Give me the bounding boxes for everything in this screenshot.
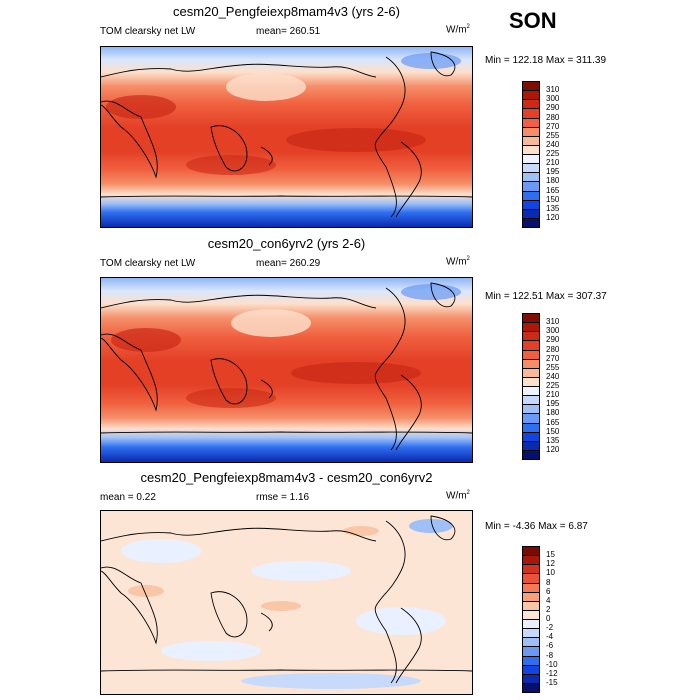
colorbar-1-tick-label: 150: [546, 194, 560, 204]
colorbar-2-tick-label: 150: [546, 426, 560, 436]
colorbar-1-tick-label: 310: [546, 85, 560, 95]
colorbar-1-tick-label: 180: [546, 176, 560, 186]
panel-2-cool-greenland: [401, 284, 461, 300]
panel-3-coastlines: [101, 515, 472, 684]
panel-1-warm-region-south: [186, 155, 276, 175]
colorbar-2-tick-label: 280: [546, 344, 560, 354]
colorbar-3-tick-label: 15: [546, 550, 555, 560]
panel-2-warm-region-south: [186, 388, 276, 408]
colorbar-2-tick-label: 240: [546, 371, 560, 381]
panel-3-pos-1: [128, 585, 164, 597]
panel-1-field-label: TOM clearsky net LW: [100, 26, 196, 37]
panel-1-warm-pool: [286, 128, 426, 152]
panel-2-colorbar: 310 300 290 280 270 255 240 225 210 195 180 165 150 1…: [522, 313, 582, 460]
panel-3-map-svg: [101, 511, 472, 694]
colorbar-1-tick-label: 300: [546, 94, 560, 104]
colorbar-2-tick-label: 225: [546, 381, 560, 390]
colorbar-3-tick-label: 2: [546, 604, 551, 614]
colorbar-3-tick-label: -6: [546, 641, 554, 651]
colorbar-3-tick-label: -12: [546, 668, 558, 678]
panel-1-minmax: Min = 122.18 Max = 311.39: [485, 55, 607, 66]
colorbar-2-tick-label: 300: [546, 326, 560, 336]
panel-3-minmax: Min = -4.36 Max = 6.87: [485, 521, 588, 532]
colorbar-3-tick-label: 0: [546, 614, 551, 623]
colorbar-1-tick-label: 280: [546, 112, 560, 122]
colorbar-2-tick-label: 165: [546, 417, 560, 427]
colorbar-2-tick-label: 120: [546, 444, 560, 454]
panel-2-field-label: TOM clearsky net LW: [100, 258, 196, 269]
colorbar-1-box: [522, 217, 540, 228]
panel-3-units: W/m2: [446, 490, 470, 502]
panel-2-units: W/m2: [446, 256, 470, 268]
panel-3-neg-6: [409, 519, 453, 533]
panel-1-coastlines: [101, 51, 472, 218]
panel-3-colorbar: 15 12 10 8 6 4 2 0 -2 -4 -6 -8 -10 -12 -15: [522, 546, 582, 693]
colorbar-1-tick-label: 225: [546, 149, 560, 158]
panel-1-cool-tibet: [226, 73, 306, 101]
panel-1-map: [100, 46, 473, 228]
colorbar-2-tick-label: 310: [546, 317, 560, 327]
panel-2-cool-tibet: [231, 309, 311, 337]
panel-3-neg-5: [241, 673, 421, 689]
colorbar-1-tick-label: 135: [546, 203, 560, 213]
colorbar-3-tick-label: 10: [546, 568, 555, 578]
panel-3-neg-3: [356, 607, 446, 635]
panel-1-colorbar: 310 300 290 280 270 255 240 225 210 195 180 165 150 1…: [522, 81, 582, 228]
colorbar-1-tick-label: 240: [546, 139, 560, 149]
colorbar-1-tick-label: 165: [546, 185, 560, 195]
panel-2-minmax: Min = 122.51 Max = 307.37: [485, 291, 607, 302]
colorbar-3-tick-label: -8: [546, 650, 554, 660]
colorbar-1-tick-label: 210: [546, 158, 560, 168]
colorbar-3-tick-label: -4: [546, 632, 554, 642]
panel-1-warm-region: [106, 95, 176, 119]
panel-3-rmse-label: rmse = 1.16: [256, 492, 310, 503]
panel-2-warm-region: [111, 328, 181, 352]
panel-3-pos-2: [261, 601, 301, 611]
colorbar-2-tick-label: 180: [546, 408, 560, 418]
panel-1-title: cesm20_Pengfeiexp8mam4v3 (yrs 2-6): [173, 4, 400, 19]
colorbar-3-tick-label: -2: [546, 623, 554, 633]
colorbar-2-box: [522, 449, 540, 460]
panel-3-neg-4: [161, 641, 261, 661]
colorbar-2-tick-label: 270: [546, 353, 560, 363]
panel-1-mean-label: mean= 260.51: [256, 26, 321, 37]
colorbar-1-tick-label: 270: [546, 121, 560, 131]
panel-3-mean-label: mean = 0.22: [100, 492, 156, 503]
colorbar-2-tick-label: 135: [546, 435, 560, 445]
panel-3-neg-1: [121, 539, 201, 563]
colorbar-1-tick-label: 120: [546, 212, 560, 222]
colorbar-2-tick-label: 255: [546, 362, 560, 372]
colorbar-3-tick-label: 8: [546, 577, 551, 587]
colorbar-3-box: [522, 682, 540, 693]
season-label: SON: [509, 8, 557, 33]
panel-3-neg-2: [251, 561, 351, 581]
panel-3-pos-3: [343, 526, 379, 536]
panel-3-map: [100, 510, 473, 695]
panel-2-map-svg: [101, 278, 472, 462]
colorbar-3-tick-label: 4: [546, 595, 551, 605]
colorbar-3-tick-label: -10: [546, 659, 558, 669]
panel-3-title: cesm20_Pengfeiexp8mam4v3 - cesm20_con6yr…: [140, 470, 433, 485]
panel-2-title: cesm20_con6yrv2 (yrs 2-6): [207, 236, 366, 251]
colorbar-1-tick-label: 195: [546, 167, 560, 177]
colorbar-1-tick-label: 290: [546, 103, 560, 113]
panel-1-map-svg: [101, 47, 472, 227]
colorbar-3-tick-label: 6: [546, 586, 551, 596]
colorbar-2-tick-label: 290: [546, 335, 560, 345]
panel-2-warm-pool: [291, 362, 421, 384]
panel-1-units: W/m2: [446, 24, 470, 36]
panel-2-map: [100, 277, 473, 463]
colorbar-2-tick-label: 210: [546, 390, 560, 400]
colorbar-3-tick-label: 12: [546, 559, 555, 569]
colorbar-1-tick-label: 255: [546, 130, 560, 140]
colorbar-2-tick-label: 195: [546, 399, 560, 409]
colorbar-3-tick-label: -15: [546, 677, 558, 687]
panel-2-coastlines: [101, 282, 472, 451]
panel-2-mean-label: mean= 260.29: [256, 258, 321, 269]
panel-1-cool-greenland: [401, 53, 461, 69]
